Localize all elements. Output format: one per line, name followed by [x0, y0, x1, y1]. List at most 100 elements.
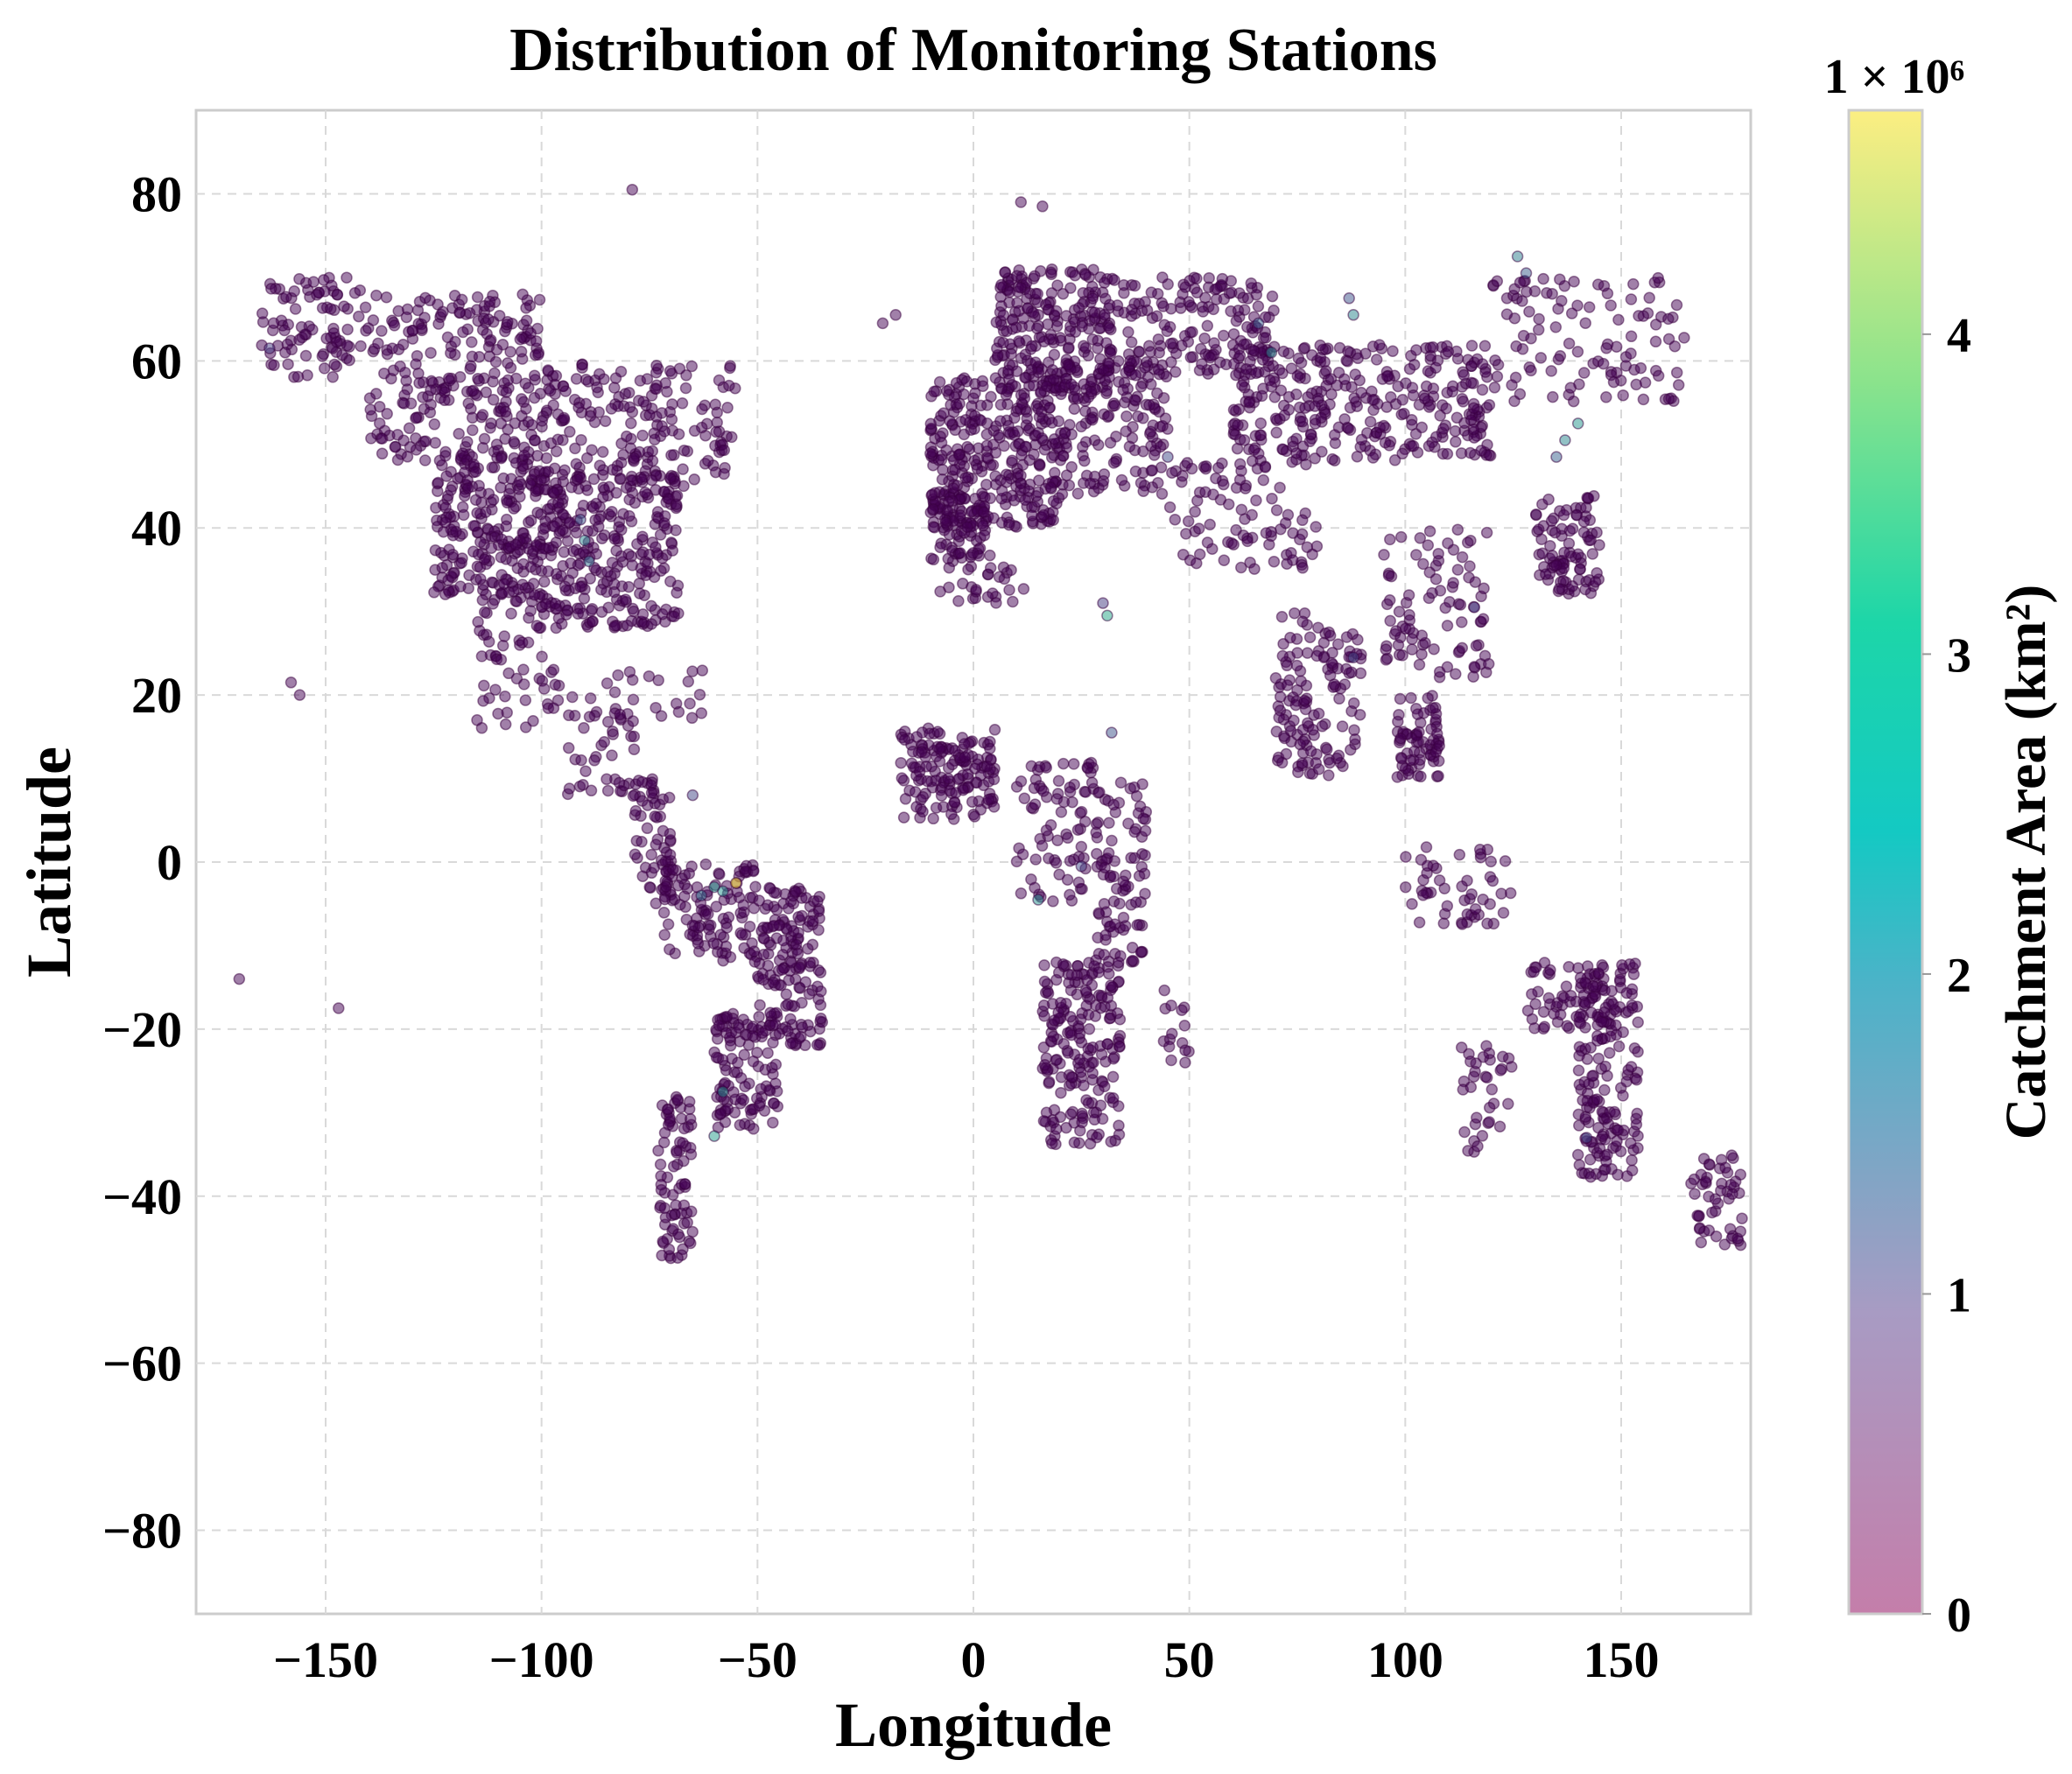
- station-point: [711, 406, 723, 419]
- station-point: [1098, 277, 1111, 289]
- station-point: [1427, 702, 1439, 714]
- station-point: [679, 382, 692, 395]
- station-point: [1128, 852, 1141, 865]
- station-point: [1429, 572, 1443, 585]
- station-point: [1050, 1054, 1062, 1067]
- station-point: [1437, 917, 1450, 929]
- station-point: [442, 372, 455, 385]
- station-point: [1383, 594, 1396, 607]
- station-point: [1601, 1148, 1613, 1160]
- station-point: [1625, 1061, 1638, 1073]
- station-point: [1161, 325, 1174, 338]
- station-point: [612, 669, 624, 682]
- station-point: [584, 692, 597, 705]
- station-point: [1256, 354, 1269, 366]
- station-point: [1477, 1051, 1490, 1063]
- station-point: [702, 908, 714, 921]
- station-point: [686, 919, 699, 932]
- station-point: [641, 373, 654, 385]
- station-point: [623, 509, 636, 522]
- station-point: [341, 340, 354, 352]
- station-point: [1528, 965, 1540, 978]
- station-point: [428, 418, 441, 431]
- station-point: [1151, 387, 1163, 400]
- station-point: [1041, 380, 1053, 393]
- station-point: [1559, 434, 1571, 446]
- station-point: [1413, 916, 1426, 929]
- station-point: [1191, 272, 1203, 285]
- station-point: [1052, 1006, 1064, 1019]
- station-point: [608, 620, 622, 632]
- station-point: [1282, 390, 1296, 403]
- station-point: [1060, 469, 1073, 481]
- station-point: [425, 384, 437, 396]
- station-point: [1390, 625, 1402, 637]
- station-point: [466, 411, 479, 424]
- station-point: [1145, 286, 1158, 298]
- station-point: [1018, 392, 1031, 404]
- station-point: [696, 403, 708, 416]
- station-point: [1420, 380, 1433, 393]
- station-point: [365, 432, 377, 445]
- station-point: [1050, 857, 1063, 869]
- station-point: [551, 433, 565, 446]
- station-point: [1388, 454, 1401, 466]
- station-point: [1526, 988, 1538, 1000]
- station-point: [650, 541, 662, 553]
- station-point: [1296, 514, 1309, 527]
- station-point: [609, 372, 622, 384]
- station-point: [1079, 269, 1092, 282]
- station-point: [538, 575, 551, 588]
- station-point: [927, 553, 940, 566]
- station-point: [268, 359, 280, 372]
- station-point: [1230, 315, 1243, 327]
- station-point: [1086, 292, 1099, 305]
- station-point: [1326, 647, 1338, 659]
- station-point: [406, 325, 419, 337]
- station-point: [943, 581, 955, 593]
- station-point: [1631, 1000, 1644, 1013]
- station-point: [1426, 586, 1438, 600]
- station-point: [549, 678, 561, 691]
- station-point: [1380, 370, 1394, 382]
- station-point: [926, 488, 938, 501]
- station-point: [1617, 1090, 1629, 1102]
- station-point: [1179, 1044, 1191, 1056]
- station-point: [1314, 339, 1326, 352]
- station-point: [1556, 295, 1568, 307]
- station-point: [1514, 277, 1527, 289]
- station-point: [1146, 464, 1159, 477]
- station-point: [1197, 305, 1210, 318]
- station-point: [614, 708, 626, 721]
- station-point: [1017, 583, 1030, 595]
- station-point: [558, 411, 571, 424]
- station-point: [1504, 887, 1517, 900]
- station-point: [1076, 1116, 1088, 1129]
- station-point: [1097, 474, 1110, 487]
- station-point: [1347, 309, 1359, 321]
- station-point: [930, 802, 943, 814]
- station-point: [1542, 992, 1556, 1005]
- station-point: [1092, 1083, 1105, 1097]
- station-point: [1373, 339, 1386, 351]
- x-tick-label: 0: [961, 1631, 987, 1688]
- station-point: [1106, 834, 1118, 847]
- station-point: [1620, 1076, 1633, 1088]
- station-point: [1326, 452, 1338, 466]
- station-point: [662, 918, 675, 930]
- station-point: [1132, 410, 1144, 423]
- station-point: [1189, 505, 1201, 518]
- station-point: [1417, 557, 1429, 571]
- x-tick-label: 50: [1164, 1631, 1215, 1688]
- station-point: [1643, 291, 1655, 305]
- station-point: [1086, 1067, 1099, 1079]
- station-point: [307, 276, 320, 288]
- station-point: [678, 444, 691, 457]
- station-point: [1037, 999, 1050, 1012]
- station-point: [463, 569, 475, 582]
- station-point: [1247, 344, 1260, 357]
- station-point: [1573, 1049, 1585, 1062]
- station-point: [1270, 426, 1282, 439]
- station-point: [508, 502, 520, 515]
- station-point: [726, 431, 738, 444]
